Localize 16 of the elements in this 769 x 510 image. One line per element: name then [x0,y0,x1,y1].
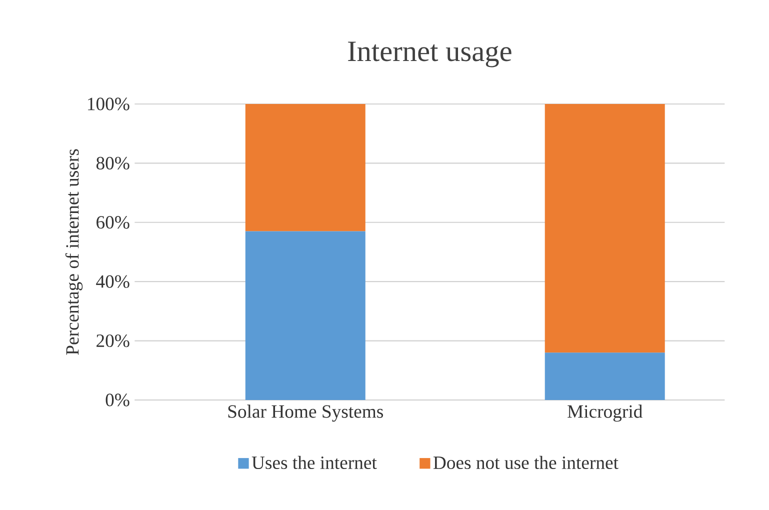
bar [544,104,665,353]
y-tick-label: 60% [96,216,130,229]
y-tick-label: 0% [106,394,130,406]
y-tick-label: 40% [96,275,130,288]
y-tick-label: 80% [96,156,130,170]
y-tick-label: 20% [96,334,130,348]
chart-title: Internet usage [348,42,512,68]
bar [245,104,366,232]
legend-label: Uses the internet [252,456,377,470]
bar [544,352,665,400]
y-tick-label: 100% [88,98,130,110]
x-tick-label: Solar Home Systems [228,404,383,422]
y-axis-title: Percentage of internet users [65,149,83,355]
x-tick-label: Microgrid [568,404,642,422]
bar [245,231,366,400]
legend-label: Does not use the internet [433,456,618,470]
